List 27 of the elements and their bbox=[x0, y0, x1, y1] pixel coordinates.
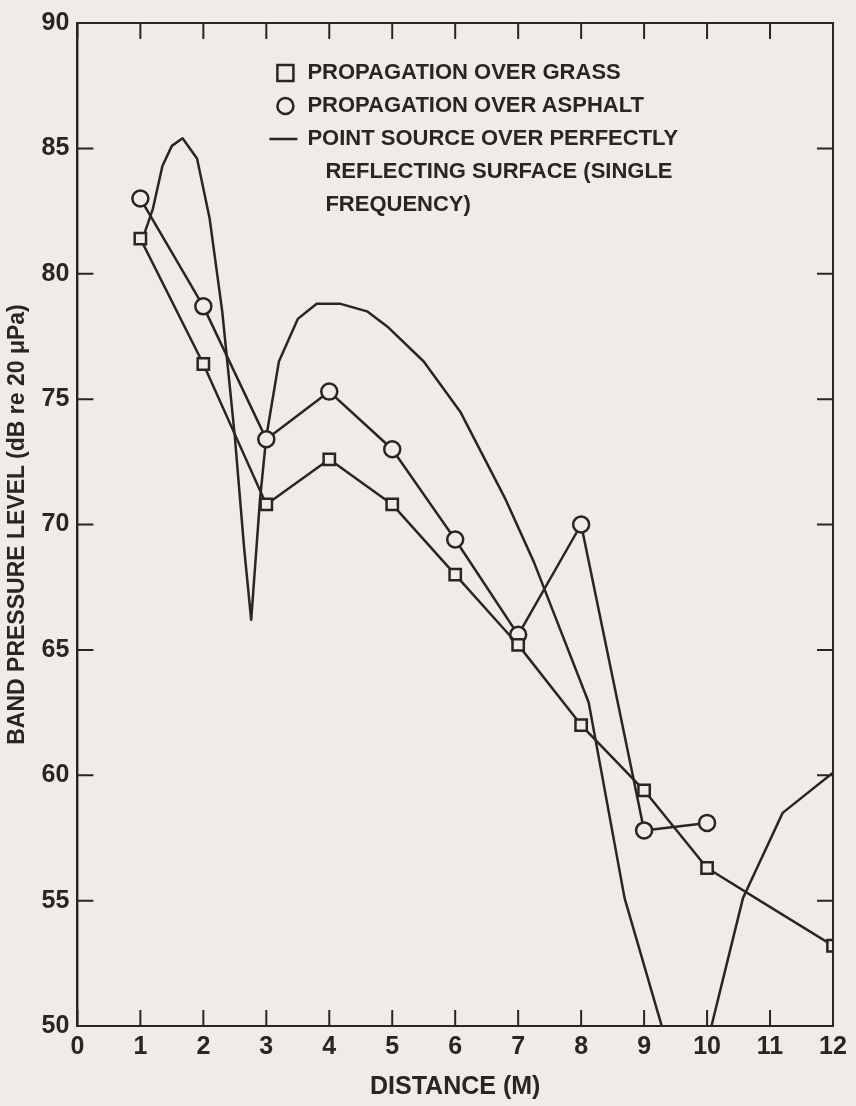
x-axis-title: DISTANCE (M) bbox=[370, 1070, 541, 1099]
x-tick-label: 0 bbox=[70, 1030, 85, 1059]
x-tick-label: 9 bbox=[637, 1030, 652, 1059]
x-tick-label: 3 bbox=[259, 1030, 274, 1059]
y-tick-label: 80 bbox=[41, 257, 70, 286]
x-tick-label: 10 bbox=[693, 1030, 721, 1059]
y-tick-label: 75 bbox=[41, 383, 70, 412]
x-tick-label: 6 bbox=[448, 1030, 463, 1059]
y-tick-label: 85 bbox=[41, 132, 70, 161]
y-tick-label: 90 bbox=[41, 6, 70, 35]
legend-label: POINT SOURCE OVER PERFECTLY REFLECTING SURFACE (SINGLE FREQUENCY) bbox=[307, 125, 679, 217]
x-tick-label: 4 bbox=[322, 1030, 337, 1059]
legend-label: PROPAGATION OVER GRASS bbox=[307, 59, 621, 85]
x-tick-label: 1 bbox=[133, 1030, 148, 1059]
y-tick-label: 50 bbox=[41, 1009, 70, 1038]
x-tick-label: 11 bbox=[756, 1030, 784, 1059]
x-tick-label: 7 bbox=[511, 1030, 526, 1059]
y-tick-label: 70 bbox=[41, 508, 70, 537]
x-tick-label: 8 bbox=[574, 1030, 589, 1059]
x-tick-label: 12 bbox=[819, 1030, 847, 1059]
y-tick-label: 65 bbox=[41, 633, 70, 662]
y-tick-label: 55 bbox=[41, 884, 70, 913]
legend-label: PROPAGATION OVER ASPHALT bbox=[307, 92, 645, 118]
x-tick-label: 2 bbox=[196, 1030, 211, 1059]
x-tick-label: 5 bbox=[385, 1030, 400, 1059]
y-tick-label: 60 bbox=[41, 759, 70, 788]
y-axis-title: BAND PRESSURE LEVEL (dB re 20 μPa) bbox=[3, 304, 30, 745]
